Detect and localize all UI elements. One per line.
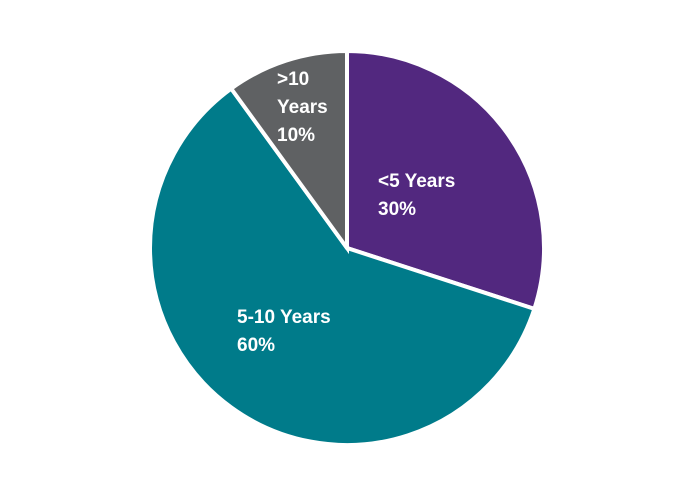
slice-label: >10 Years 10% bbox=[277, 66, 337, 150]
slice-label: <5 Years 30% bbox=[378, 168, 498, 224]
value-label: 60% bbox=[237, 335, 276, 356]
value-label: 10% bbox=[277, 125, 316, 146]
pie-slice bbox=[228, 48, 349, 255]
category-label: <5 Years bbox=[378, 171, 456, 192]
pie-slice bbox=[345, 48, 546, 312]
pie-slice bbox=[148, 85, 537, 447]
category-label: >10 Years bbox=[277, 69, 328, 118]
category-label: 5-10 Years bbox=[237, 307, 331, 328]
value-label: 30% bbox=[378, 199, 417, 220]
slice-label: 5-10 Years 60% bbox=[237, 304, 377, 360]
